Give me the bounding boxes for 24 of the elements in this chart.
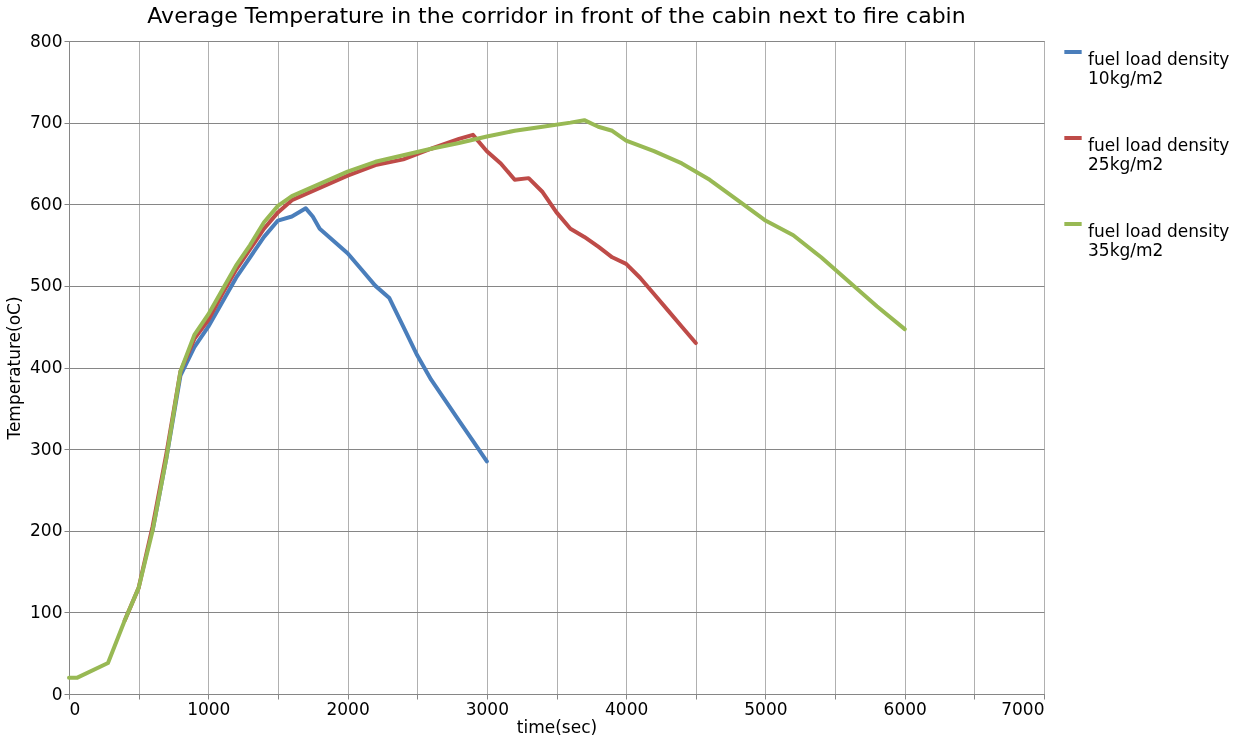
- x-tick-label: 5000: [744, 698, 788, 719]
- y-tick-label: 100: [30, 601, 63, 622]
- x-tick-label: 3000: [465, 698, 509, 719]
- x-tick-label: 0: [69, 698, 81, 719]
- x-tick-label: 1000: [187, 698, 231, 719]
- y-tick-label: 200: [30, 520, 63, 541]
- y-tick-label: 0: [51, 683, 63, 704]
- y-tick-label: 800: [30, 30, 63, 51]
- x-tick-label: 6000: [883, 698, 927, 719]
- y-tick-label: 500: [30, 275, 63, 296]
- legend-label: fuel load density 25kg/m2: [1088, 135, 1230, 174]
- x-tick-label: 7000: [1001, 698, 1045, 719]
- y-tick-label: 600: [30, 193, 63, 214]
- line-series: [67, 118, 907, 680]
- x-axis-title: time(sec): [516, 716, 598, 737]
- y-axis-title: Temperature(oC): [4, 296, 25, 441]
- y-tick-label: 300: [30, 438, 63, 459]
- y-tick-label: 400: [30, 357, 63, 377]
- x-tick-label: 2000: [326, 698, 370, 719]
- y-tick-label: 700: [30, 112, 63, 133]
- legend-label: fuel load density 35kg/m2: [1088, 221, 1230, 260]
- legend-label: fuel load density 10kg/m2: [1088, 49, 1230, 88]
- chart-title: Average Temperature in the corridor in front of the cabin next to fire cabin: [147, 3, 966, 28]
- x-tick-label: 4000: [605, 698, 649, 719]
